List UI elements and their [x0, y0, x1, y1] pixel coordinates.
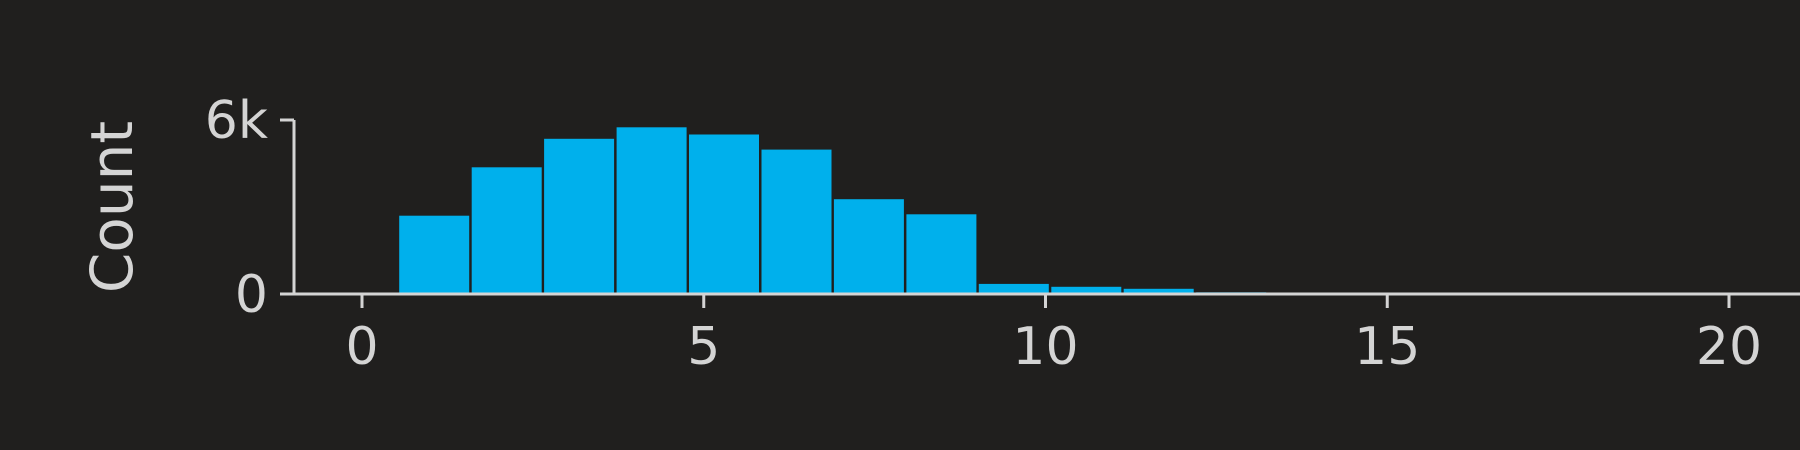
histogram-bar-9: [978, 283, 1049, 294]
histogram-bar-11: [1123, 288, 1194, 294]
histogram-bar-7: [833, 199, 904, 294]
x-ticks-group: 0 5 10 15 20: [345, 294, 1762, 377]
histogram-bar-10: [1051, 286, 1122, 295]
x-tick-label: 10: [1012, 317, 1078, 377]
histogram-bar-1: [399, 215, 470, 294]
histogram-bar-6: [761, 149, 832, 294]
y-ticks-group: 0 6k: [205, 91, 294, 325]
x-tick-label: 0: [345, 317, 378, 377]
histogram-bar-2: [471, 167, 542, 294]
histogram-bar-8: [906, 214, 977, 295]
bars-group: [399, 127, 1267, 295]
histogram-bar-4: [616, 127, 687, 295]
x-tick-label: 5: [687, 317, 720, 377]
y-tick-label: 0: [235, 265, 268, 325]
x-tick-label: 15: [1354, 317, 1420, 377]
y-axis-title: Count: [78, 121, 146, 293]
y-tick-label: 6k: [205, 91, 268, 151]
histogram-bar-3: [544, 138, 615, 294]
histogram-bar-5: [689, 134, 759, 294]
x-tick-label: 20: [1696, 317, 1762, 377]
